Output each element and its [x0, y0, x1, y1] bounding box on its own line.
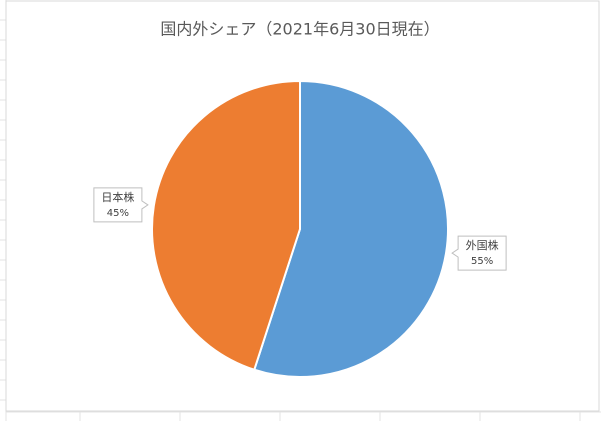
data-label-category: 日本株 [101, 190, 134, 204]
pie-slice [253, 79, 449, 378]
label-box [451, 235, 507, 271]
data-label-value: 45% [107, 208, 129, 219]
pie-slice [151, 79, 301, 372]
data-label-category: 外国株 [466, 238, 499, 252]
label-box [93, 187, 149, 223]
data-label-value: 55% [471, 256, 493, 267]
chart-title: 国内外シェア（2021年6月30日現在） [160, 20, 439, 39]
